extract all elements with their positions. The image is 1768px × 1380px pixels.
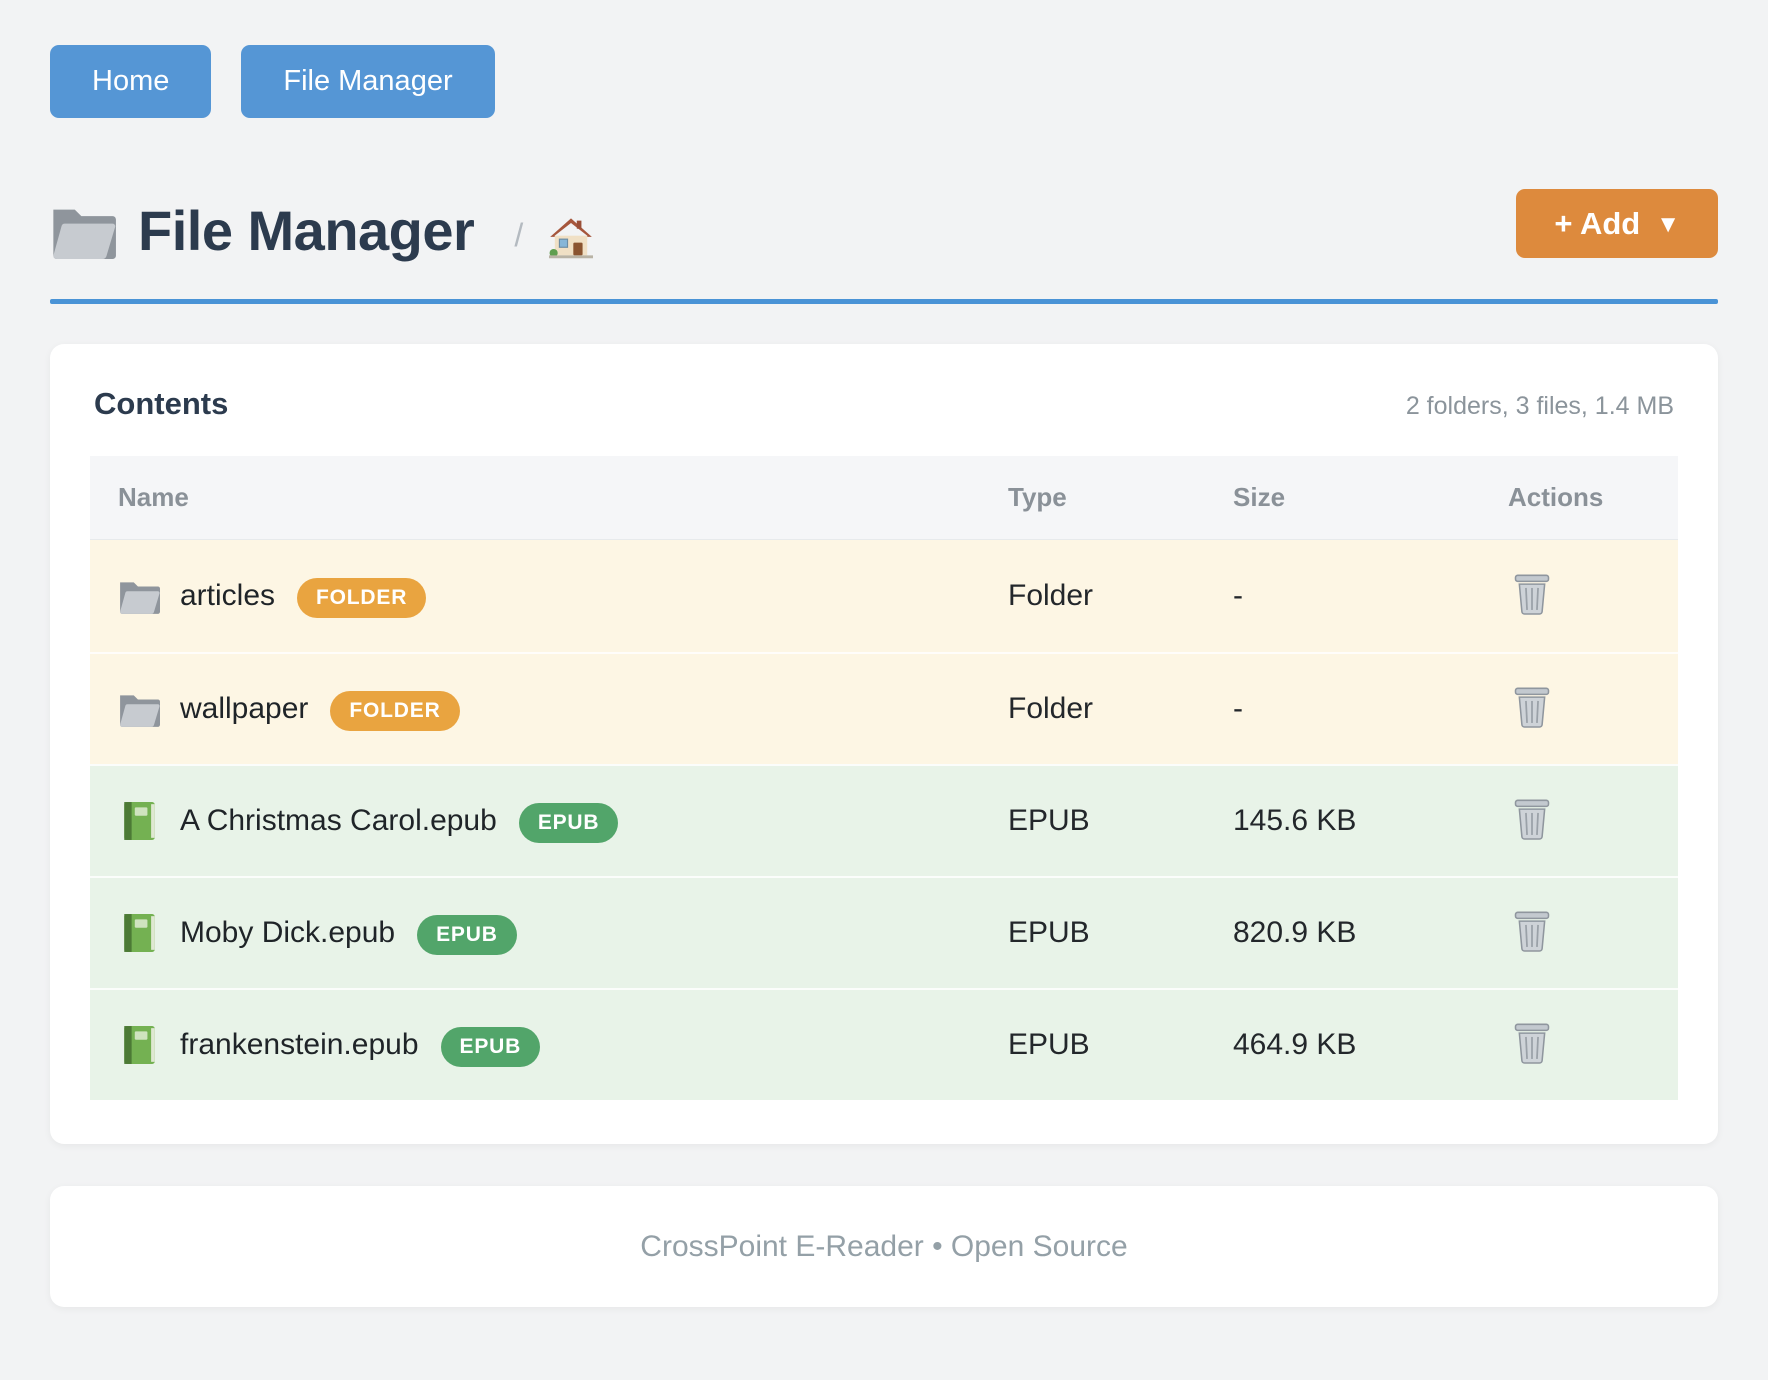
table-header-row: Name Type Size Actions — [90, 456, 1678, 540]
row-badge: FOLDER — [297, 578, 427, 618]
delete-button[interactable] — [1508, 905, 1556, 957]
row-type: Folder — [1008, 692, 1094, 725]
page-title: File Manager — [138, 199, 475, 262]
add-button[interactable]: + Add ▼ — [1516, 189, 1718, 258]
contents-title: Contents — [94, 386, 229, 421]
row-badge: EPUB — [440, 1027, 541, 1067]
top-nav: Home File Manager — [50, 45, 1718, 118]
nav-button-file-manager[interactable]: File Manager — [241, 45, 495, 118]
table-row: wallpaper FOLDER Folder - — [90, 652, 1678, 764]
breadcrumb-separator: / — [514, 217, 524, 253]
trash-icon — [1512, 909, 1552, 953]
table-row: Moby Dick.epub EPUB EPUB 820.9 KB — [90, 876, 1678, 988]
house-icon — [549, 217, 593, 259]
row-size: 145.6 KB — [1233, 804, 1357, 837]
table-row: A Christmas Carol.epub EPUB EPUB 145.6 K… — [90, 764, 1678, 876]
green-book-icon — [118, 801, 160, 841]
column-header-type: Type — [1008, 482, 1067, 512]
name-cell: Moby Dick.epub EPUB — [90, 913, 1008, 955]
title-divider — [50, 299, 1718, 304]
add-button-label: + Add — [1554, 205, 1641, 241]
actions-cell — [1478, 681, 1678, 737]
row-type: Folder — [1008, 579, 1094, 612]
row-badge: EPUB — [518, 803, 619, 843]
delete-button[interactable] — [1508, 681, 1556, 733]
row-size: 820.9 KB — [1233, 916, 1357, 949]
column-header-actions: Actions — [1508, 482, 1604, 512]
row-badge: EPUB — [417, 915, 517, 955]
row-size: - — [1233, 579, 1243, 612]
footer: CrossPoint E-Reader • Open Source — [50, 1186, 1718, 1307]
row-name-label[interactable]: articles — [180, 579, 276, 612]
nav-button-home[interactable]: Home — [50, 45, 212, 118]
contents-summary: 2 folders, 3 files, 1.4 MB — [1405, 392, 1674, 420]
name-cell: wallpaper FOLDER — [90, 689, 1008, 731]
trash-icon — [1512, 685, 1552, 729]
contents-card: Contents 2 folders, 3 files, 1.4 MB Name… — [50, 344, 1718, 1144]
breadcrumb-home-link[interactable] — [549, 217, 593, 259]
trash-icon — [1512, 1021, 1552, 1065]
row-name-label[interactable]: A Christmas Carol.epub — [180, 804, 497, 837]
page-header: File Manager / + Add ▼ — [50, 189, 1718, 263]
table-row: articles FOLDER Folder - — [90, 540, 1678, 652]
row-size: 464.9 KB — [1233, 1028, 1357, 1061]
row-type: EPUB — [1008, 1028, 1090, 1061]
row-name-label[interactable]: Moby Dick.epub — [180, 916, 396, 949]
trash-icon — [1512, 797, 1552, 841]
trash-icon — [1512, 572, 1552, 616]
delete-button[interactable] — [1508, 793, 1556, 845]
row-type: EPUB — [1008, 916, 1090, 949]
green-book-icon — [118, 913, 160, 953]
folder-icon — [50, 203, 116, 259]
actions-cell — [1478, 1017, 1678, 1073]
file-table: Name Type Size Actions articles FOLDER F… — [90, 456, 1678, 1100]
name-cell: frankenstein.epub EPUB — [90, 1025, 1008, 1067]
folder-icon — [118, 689, 160, 729]
table-body: articles FOLDER Folder - wallpaper FOLDE… — [90, 540, 1678, 1100]
column-header-size: Size — [1233, 482, 1286, 512]
delete-button[interactable] — [1508, 568, 1556, 620]
actions-cell — [1478, 905, 1678, 961]
name-cell: articles FOLDER — [90, 576, 1008, 618]
name-cell: A Christmas Carol.epub EPUB — [90, 801, 1008, 843]
table-row: frankenstein.epub EPUB EPUB 464.9 KB — [90, 988, 1678, 1100]
delete-button[interactable] — [1508, 1017, 1556, 1069]
row-type: EPUB — [1008, 804, 1090, 837]
footer-text: CrossPoint E-Reader • Open Source — [640, 1229, 1128, 1263]
row-name-label[interactable]: wallpaper — [180, 692, 309, 725]
actions-cell — [1478, 793, 1678, 849]
column-header-name: Name — [118, 482, 189, 512]
row-badge: FOLDER — [330, 691, 460, 731]
row-size: - — [1233, 692, 1243, 725]
row-name-label[interactable]: frankenstein.epub — [180, 1028, 419, 1061]
folder-icon — [118, 576, 160, 616]
green-book-icon — [118, 1025, 160, 1065]
chevron-down-icon: ▼ — [1656, 210, 1680, 238]
actions-cell — [1478, 568, 1678, 624]
